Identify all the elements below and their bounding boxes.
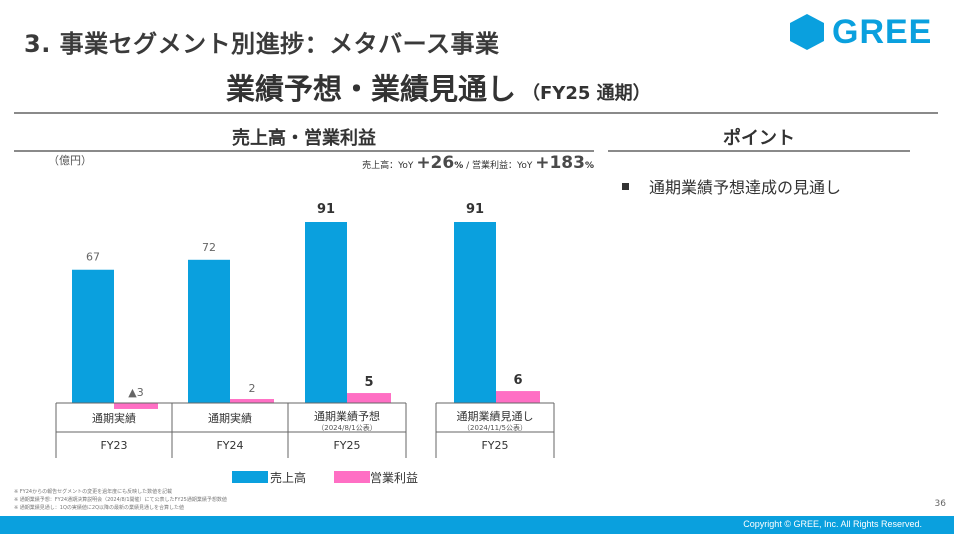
profit-bar (230, 399, 274, 403)
footnote: ※ 通期業績見通し：1Qの実績値に2Q以降の最新の業績見通しを合算した値 (14, 505, 185, 511)
revenue-data-label: 91 (317, 202, 335, 217)
profit-bar (347, 393, 391, 403)
footer-bar: Copyright © GREE, Inc. All Rights Reserv… (0, 516, 954, 534)
copyright: Copyright © GREE, Inc. All Rights Reserv… (743, 519, 922, 529)
square-bullet-icon (622, 182, 629, 190)
legend-swatch (334, 471, 370, 483)
footnote: ※ 通期業績予想：FY24通期決算説明会（2024/8/1開催）にて公表したFY… (14, 497, 227, 503)
revenue-yoy-label: 売上高：YoY (362, 161, 414, 171)
points-heading: ポイント (723, 128, 795, 149)
profit-bar (114, 403, 158, 409)
category-label: 通期実績 (92, 411, 136, 425)
revenue-yoy-value: +26 (416, 153, 455, 173)
gree-logo: GREE (790, 12, 932, 52)
revenue-bar (188, 259, 230, 403)
category-label: 通期業績予想 (314, 409, 380, 423)
profit-yoy-unit: % (584, 161, 594, 171)
footnote: ※ FY24からの報告セグメントの変更を過年度にも反映した数値を記載 (14, 489, 173, 495)
yoy-separator: / (466, 161, 470, 171)
profit-data-label: 2 (249, 382, 256, 395)
revenue-yoy-unit: % (454, 161, 464, 171)
page-number: 36 (934, 499, 946, 509)
profit-yoy-label: 営業利益：YoY (472, 161, 533, 171)
legend-label: 営業利益 (370, 471, 418, 485)
profit-bar (496, 391, 540, 403)
point-item: 通期業績予想達成の見通し (622, 174, 841, 198)
points-heading-divider (608, 150, 910, 152)
main-title-period: （FY25 通期） (522, 83, 651, 104)
category-sublabel: （2024/11/5公表） (463, 423, 527, 432)
revenue-data-label: 67 (86, 251, 100, 264)
category-label: 通期実績 (208, 411, 252, 425)
revenue-bar (305, 222, 347, 403)
section-title: 3. 事業セグメント別進捗：メタバース事業 (24, 30, 500, 58)
yoy-summary: 売上高：YoY +26% / 営業利益：YoY +183% (362, 153, 594, 173)
unit-label: （億円） (48, 154, 92, 167)
revenue-data-label: 91 (466, 202, 484, 217)
legend-label: 売上高 (270, 470, 306, 485)
category-sublabel: （2024/8/1公表） (317, 423, 376, 432)
chart-heading: 売上高・営業利益 (232, 128, 376, 149)
profit-data-label: 6 (513, 373, 522, 388)
chart-heading-divider (14, 150, 594, 152)
category-label: 通期業績見通し (457, 409, 534, 423)
revenue-bar (72, 269, 114, 403)
profit-yoy-value: +183 (535, 153, 585, 173)
profit-data-label: 5 (364, 375, 373, 390)
year-label: FY24 (216, 439, 243, 452)
revenue-data-label: 72 (202, 241, 216, 254)
footnotes: ※ FY24からの報告セグメントの変更を過年度にも反映した数値を記載 ※ 通期業… (14, 488, 227, 512)
main-title-text: 業績予想・業績見通し (226, 72, 517, 106)
year-label: FY23 (100, 439, 127, 452)
title-divider (14, 112, 938, 114)
point-text: 通期業績予想達成の見通し (649, 178, 842, 197)
year-label: FY25 (481, 439, 508, 452)
legend-swatch (232, 471, 268, 483)
revenue-bar (454, 222, 496, 403)
points-list: 通期業績予想達成の見通し (622, 174, 841, 198)
hexagon-logo-icon (790, 14, 824, 50)
profit-data-label: ▲3 (128, 386, 143, 399)
year-label: FY25 (333, 439, 360, 452)
main-title: 業績予想・業績見通し （FY25 通期） (226, 66, 651, 108)
logo-text: GREE (832, 12, 933, 51)
